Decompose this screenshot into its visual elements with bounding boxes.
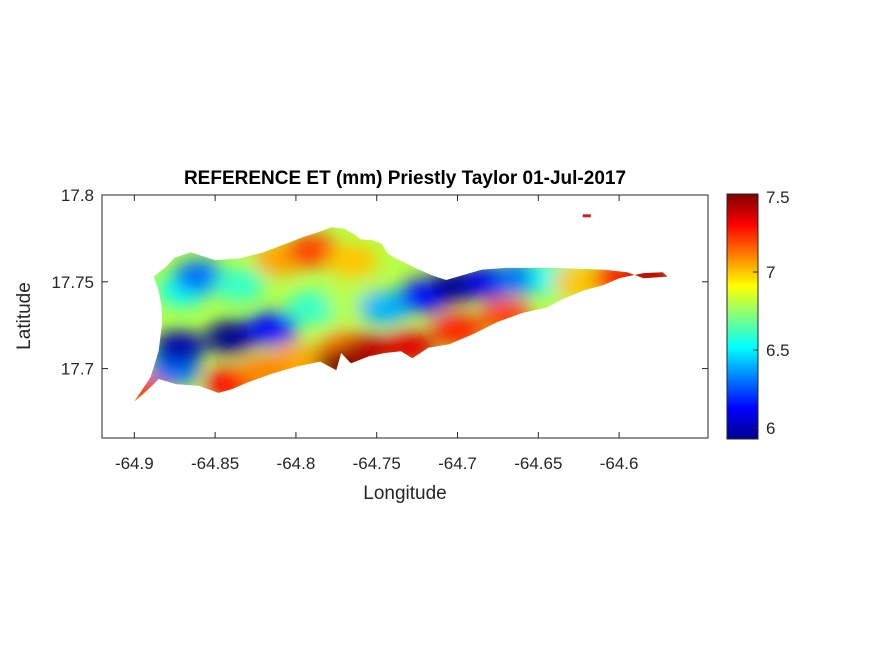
et-value-cell xyxy=(358,290,411,325)
et-value-cell xyxy=(173,259,225,294)
et-value-cell xyxy=(205,320,258,355)
x-tick-label: -64.7 xyxy=(438,454,477,473)
x-tick-label: -64.75 xyxy=(353,454,401,473)
y-tick-label: 17.75 xyxy=(51,273,94,292)
colorbar-tick-label: 7 xyxy=(766,263,775,282)
islet-mark xyxy=(582,214,591,218)
y-tick-label: 17.8 xyxy=(61,186,94,205)
colorbar-tick-label: 6.5 xyxy=(766,341,790,360)
et-value-cell xyxy=(245,311,298,346)
colorbar-ticks: 6 6.5 7 7.5 xyxy=(753,188,790,438)
et-value-cell xyxy=(286,290,339,325)
x-tick-label: -64.6 xyxy=(600,454,639,473)
y-tick-label: 17.7 xyxy=(61,360,94,379)
x-tick-label: -64.85 xyxy=(191,454,239,473)
colorbar-gradient xyxy=(726,193,759,440)
x-tick-label: -64.8 xyxy=(277,454,316,473)
y-axis: 17.7 17.75 17.8 xyxy=(51,186,708,379)
x-axis-label: Longitude xyxy=(363,483,446,504)
chart-title: REFERENCE ET (mm) Priestly Taylor 01-Jul… xyxy=(184,168,626,189)
x-axis: -64.9 -64.85 -64.8 -64.75 -64.7 -64.65 -64.6 xyxy=(115,195,639,473)
x-tick-label: -64.65 xyxy=(514,454,562,473)
et-value-cell xyxy=(326,244,379,278)
y-axis-label: Latitude xyxy=(14,282,35,350)
plot-area: -64.9 -64.85 -64.8 -64.75 -64.7 -64.65 -64.6 1… xyxy=(51,186,709,473)
et-value-cell xyxy=(153,330,206,365)
colorbar-tick-label: 6 xyxy=(766,419,775,438)
colorbar-tick-label: 7.5 xyxy=(766,188,790,207)
et-value-cell xyxy=(213,268,266,303)
et-value-cell xyxy=(286,233,339,268)
x-tick-label: -64.9 xyxy=(115,454,154,473)
colorbar: 6 6.5 7 7.5 xyxy=(726,188,790,440)
